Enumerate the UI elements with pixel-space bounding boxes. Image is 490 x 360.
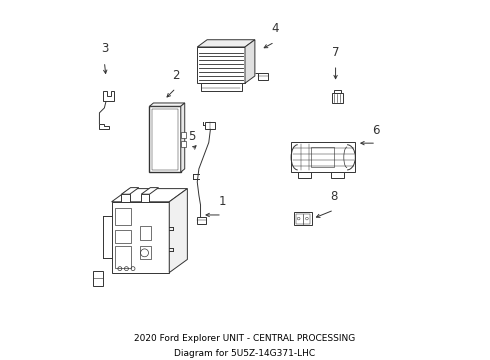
Text: 2: 2: [172, 68, 179, 82]
Text: 2020 Ford Explorer UNIT - CENTRAL PROCESSING: 2020 Ford Explorer UNIT - CENTRAL PROCES…: [134, 333, 356, 342]
Text: 1: 1: [218, 195, 226, 208]
Text: 3: 3: [100, 42, 108, 55]
Polygon shape: [181, 103, 185, 172]
Polygon shape: [112, 202, 169, 273]
Polygon shape: [169, 189, 187, 273]
Polygon shape: [294, 212, 312, 225]
Polygon shape: [122, 188, 139, 194]
Polygon shape: [200, 83, 242, 91]
Text: 6: 6: [372, 123, 380, 136]
Polygon shape: [103, 91, 114, 101]
Polygon shape: [141, 194, 149, 202]
Polygon shape: [197, 40, 255, 47]
Polygon shape: [181, 132, 186, 138]
Polygon shape: [122, 194, 130, 202]
Polygon shape: [149, 103, 185, 106]
Polygon shape: [94, 271, 103, 286]
Polygon shape: [331, 172, 344, 178]
Text: 4: 4: [271, 22, 278, 35]
Polygon shape: [205, 122, 216, 129]
Text: 7: 7: [332, 45, 339, 59]
Polygon shape: [334, 90, 341, 93]
Polygon shape: [99, 125, 109, 129]
Polygon shape: [112, 189, 187, 202]
Polygon shape: [245, 40, 255, 83]
Polygon shape: [291, 143, 355, 172]
Polygon shape: [196, 217, 206, 224]
Polygon shape: [298, 172, 311, 178]
Text: 5: 5: [188, 130, 196, 143]
Polygon shape: [149, 106, 181, 172]
Text: Diagram for 5U5Z-14G371-LHC: Diagram for 5U5Z-14G371-LHC: [174, 349, 316, 358]
Text: 8: 8: [330, 190, 338, 203]
Polygon shape: [332, 93, 343, 103]
Polygon shape: [141, 188, 159, 194]
Polygon shape: [258, 73, 268, 80]
Polygon shape: [181, 141, 186, 147]
Polygon shape: [197, 47, 245, 83]
